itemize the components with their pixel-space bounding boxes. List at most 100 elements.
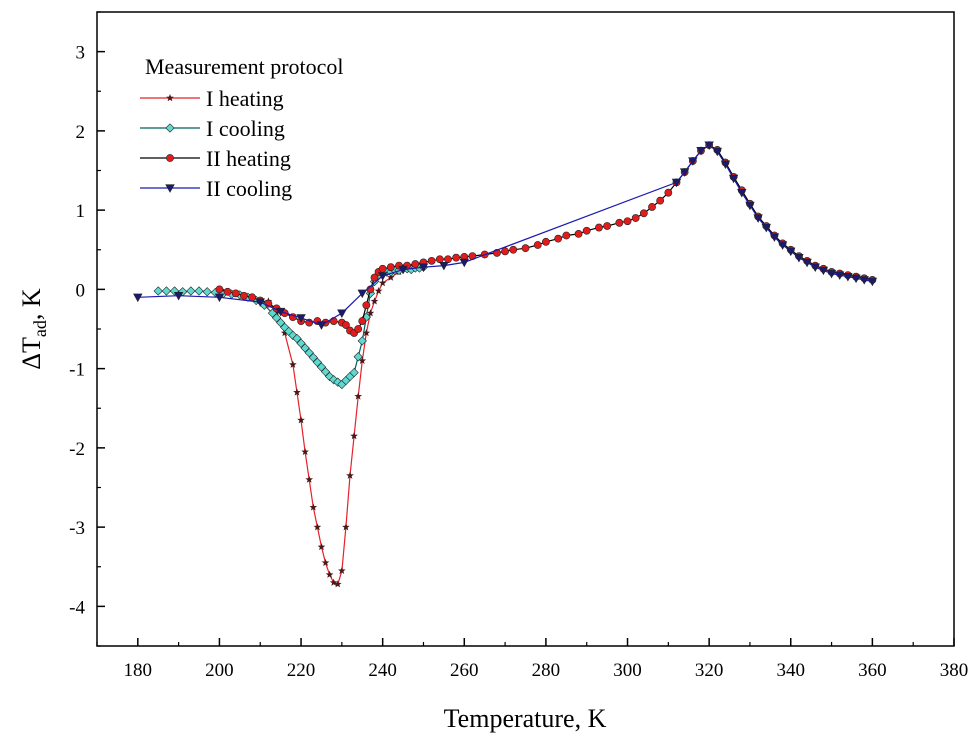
data-point	[357, 289, 367, 299]
x-tick-label: 300	[613, 660, 642, 681]
y-tick-label: 3	[76, 43, 86, 64]
legend-entry: I heating	[140, 86, 284, 111]
legend-label: I cooling	[206, 116, 285, 141]
data-point	[704, 141, 714, 150]
axis-ticks	[96, 11, 955, 647]
data-point	[696, 147, 706, 156]
data-point	[366, 309, 375, 317]
data-point	[342, 321, 350, 329]
data-point	[688, 157, 698, 166]
data-point	[615, 218, 624, 227]
data-point	[521, 244, 530, 253]
data-point	[358, 317, 367, 325]
legend-label: II cooling	[206, 176, 292, 201]
x-axis-title: Temperature, K	[444, 704, 607, 733]
data-point	[562, 231, 571, 240]
data-point	[280, 328, 289, 337]
data-point	[255, 298, 265, 307]
y-tick-label: -4	[69, 597, 85, 618]
data-point	[769, 233, 780, 242]
data-point	[301, 447, 309, 456]
data-point	[826, 269, 837, 279]
y-axis-title: ΔTad, K	[17, 288, 50, 370]
data-point	[275, 307, 286, 317]
data-point	[582, 226, 591, 235]
y-axis-title-suffix: , K	[17, 288, 46, 320]
data-point	[370, 273, 379, 282]
data-point	[354, 325, 363, 333]
data-point	[133, 293, 143, 303]
data-point	[867, 277, 878, 287]
data-point	[533, 241, 542, 249]
data-point	[444, 255, 452, 264]
data-point	[737, 189, 747, 198]
data-point	[459, 258, 469, 268]
data-point	[297, 416, 305, 424]
data-point	[542, 237, 550, 246]
data-point	[603, 222, 612, 230]
x-tick-label: 320	[695, 660, 724, 681]
x-tick-label: 220	[287, 660, 316, 681]
data-point	[435, 255, 444, 264]
data-point	[153, 286, 163, 296]
data-point	[623, 217, 632, 226]
data-point	[377, 272, 388, 281]
data-point	[753, 214, 763, 223]
data-point	[271, 313, 282, 323]
data-point	[316, 362, 327, 372]
legend-label: II heating	[206, 146, 291, 171]
data-point	[427, 256, 436, 265]
series-ii-cooling	[133, 141, 878, 330]
data-point	[398, 265, 408, 275]
data-point	[186, 286, 196, 296]
x-tick-label: 180	[124, 660, 153, 681]
data-point	[194, 286, 204, 296]
data-point	[859, 276, 869, 285]
data-point	[679, 168, 690, 177]
data-point	[173, 292, 184, 301]
x-tick-label: 240	[368, 660, 397, 681]
y-tick-label: 0	[76, 280, 86, 301]
y-axis-title-main: ΔT	[17, 337, 46, 370]
data-point	[325, 570, 334, 578]
data-point	[843, 273, 853, 282]
data-point	[317, 542, 326, 551]
data-point	[300, 343, 310, 353]
series-layer	[133, 141, 878, 588]
y-axis-title-sub: ad	[30, 320, 50, 337]
x-tick-label: 380	[940, 660, 969, 681]
data-point	[293, 388, 301, 396]
data-point	[357, 336, 367, 346]
data-point	[648, 203, 656, 211]
y-tick-label: 2	[76, 122, 86, 143]
series-i-cooling	[153, 262, 429, 390]
y-tick-label: 1	[76, 201, 86, 222]
y-tick-label: -1	[69, 360, 85, 381]
data-point	[362, 301, 371, 310]
data-point	[350, 431, 358, 440]
data-point	[671, 178, 682, 188]
data-point	[161, 286, 172, 296]
x-tick-label: 340	[777, 660, 806, 681]
data-point	[387, 273, 395, 281]
data-point	[595, 223, 603, 232]
data-point	[554, 234, 563, 243]
data-point	[353, 352, 363, 362]
data-point	[342, 523, 350, 531]
data-point	[786, 247, 796, 257]
legend-marker	[166, 154, 174, 162]
data-point	[296, 314, 306, 323]
data-point	[720, 160, 731, 169]
data-point	[386, 263, 395, 272]
data-point	[215, 285, 224, 294]
legend-title: Measurement protocol	[145, 54, 344, 79]
data-point	[712, 147, 723, 157]
x-tick-label: 280	[532, 660, 561, 681]
data-point	[835, 271, 845, 280]
data-point	[320, 367, 331, 377]
data-point	[794, 254, 804, 263]
data-point	[411, 260, 420, 268]
data-point	[321, 558, 330, 567]
data-point	[308, 352, 318, 363]
data-point	[223, 287, 232, 296]
